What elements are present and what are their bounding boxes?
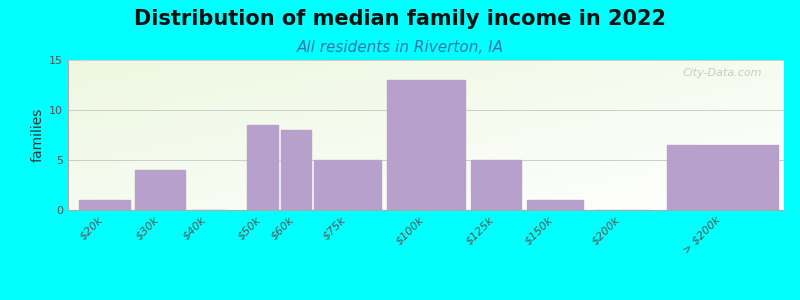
Text: Distribution of median family income in 2022: Distribution of median family income in …: [134, 9, 666, 29]
Bar: [281, 130, 311, 210]
Bar: [135, 170, 186, 210]
Bar: [79, 200, 130, 210]
Text: City-Data.com: City-Data.com: [683, 68, 762, 77]
Bar: [314, 160, 382, 210]
Bar: [666, 145, 778, 210]
Bar: [247, 125, 278, 210]
Y-axis label: families: families: [31, 108, 45, 162]
Bar: [526, 200, 582, 210]
Bar: [387, 80, 465, 210]
Bar: [470, 160, 521, 210]
Text: All residents in Riverton, IA: All residents in Riverton, IA: [297, 40, 503, 56]
